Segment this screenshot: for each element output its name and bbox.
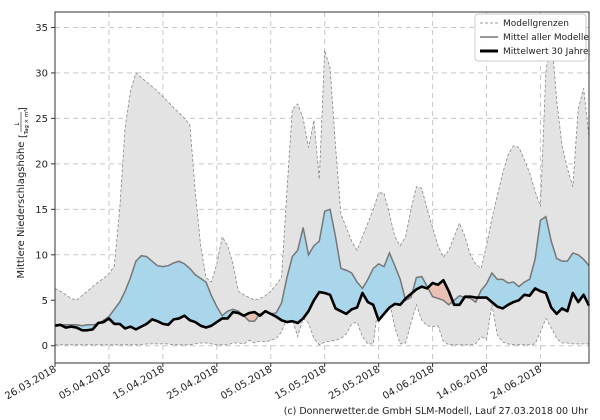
x-tick-label: 15.04.2018 xyxy=(111,364,166,402)
above-normal-fill xyxy=(168,262,174,326)
x-tick-label: 25.05.2018 xyxy=(327,364,382,402)
above-normal-fill xyxy=(200,278,207,328)
lower-bound-line xyxy=(55,299,589,346)
above-normal-fill xyxy=(141,255,147,327)
y-tick-label: 35 xyxy=(35,23,48,34)
above-normal-fill xyxy=(292,249,298,324)
y-tick-label: 5 xyxy=(42,296,48,307)
above-normal-fill xyxy=(340,268,347,315)
above-normal-fill xyxy=(189,268,196,323)
above-normal-fill xyxy=(497,279,503,309)
y-axis: 0 5 10 15 20 25 30 35 xyxy=(35,23,55,352)
above-normal-fill xyxy=(178,260,185,319)
legend-label-range: Modellgrenzen xyxy=(503,19,569,29)
above-normal-fill xyxy=(561,261,568,312)
above-normal-fill xyxy=(173,260,180,320)
above-normal-fill xyxy=(162,265,169,325)
x-axis: 26.03.201805.04.201815.04.201825.04.2018… xyxy=(3,363,544,402)
y-axis-label: Mittlere Niederschlagshöhe [ L Tag × m² … xyxy=(14,107,30,278)
legend-label-climatology: Mittelwert 30 Jahre xyxy=(503,47,589,57)
y-tick-label: 30 xyxy=(35,68,48,79)
above-normal-fill xyxy=(195,274,201,326)
y-axis-title: Mittlere Niederschlagshöhe xyxy=(16,142,27,279)
y-tick-label: 25 xyxy=(35,114,48,125)
above-normal-fill xyxy=(135,255,142,330)
y-tick-label: 10 xyxy=(35,250,48,261)
x-tick-label: 04.06.2018 xyxy=(381,364,436,402)
legend-box xyxy=(474,13,587,62)
legend-label-model-mean: Mittel aller Modelle xyxy=(503,33,589,43)
difference-fills xyxy=(54,209,590,331)
above-normal-fill xyxy=(184,263,190,321)
x-tick-label: 05.04.2018 xyxy=(57,364,112,402)
y-tick-label: 15 xyxy=(35,205,48,216)
x-tick-label: 14.06.2018 xyxy=(435,364,490,402)
y-axis-unit-denominator: Tag × m² xyxy=(23,110,30,136)
above-normal-fill xyxy=(540,216,546,294)
above-normal-fill xyxy=(146,256,153,325)
above-normal-fill xyxy=(151,260,158,322)
legend: Modellgrenzen Mittel aller Modelle Mitte… xyxy=(474,13,589,62)
y-axis-unit-bracket-open: [ xyxy=(18,134,29,138)
series-lines xyxy=(54,208,591,332)
above-normal-fill xyxy=(346,270,352,315)
x-tick-label: 05.05.2018 xyxy=(219,364,274,402)
above-normal-fill xyxy=(324,209,331,296)
x-tick-label: 15.05.2018 xyxy=(273,364,328,402)
y-tick-label: 20 xyxy=(35,159,48,170)
above-normal-fill xyxy=(378,263,385,321)
x-tick-label: 24.06.2018 xyxy=(489,364,544,402)
x-tick-label: 25.04.2018 xyxy=(165,364,220,402)
above-normal-fill xyxy=(556,258,563,315)
y-axis-unit-bracket-close: ] xyxy=(18,107,29,111)
x-tick-label: 26.03.2018 xyxy=(3,364,58,402)
climatology-line xyxy=(54,278,591,332)
plot-frame xyxy=(54,11,590,364)
model-mean-line xyxy=(55,208,590,327)
footer-credit: (c) Donnerwetter.de GmbH SLM-Modell, Lau… xyxy=(284,406,588,417)
upper-bound-line xyxy=(54,31,590,301)
above-normal-fill xyxy=(157,265,164,325)
y-axis-unit-numerator: L xyxy=(14,122,21,126)
y-tick-label: 0 xyxy=(42,341,48,352)
